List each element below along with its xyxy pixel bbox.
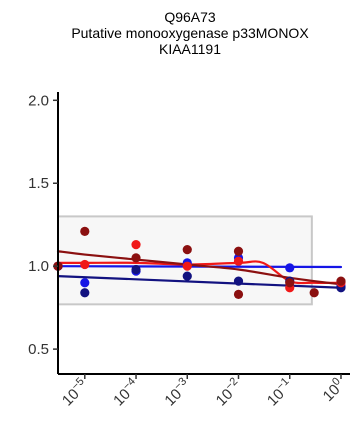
data-point-s4-4 xyxy=(182,244,192,255)
x-tick-label: 10−3 xyxy=(160,375,194,409)
chart-title-line-3: KIAA1191 xyxy=(159,41,221,57)
y-tick-label: 0.5 xyxy=(28,341,49,358)
data-point-s2-4 xyxy=(182,271,192,281)
data-point-s4-5 xyxy=(233,289,244,299)
x-tick-label: 100 xyxy=(318,375,348,405)
data-point-s3-2 xyxy=(80,259,90,270)
data-point-s1-6 xyxy=(285,263,295,273)
data-point-s4-8 xyxy=(309,288,319,298)
data-point-s3-5 xyxy=(233,256,244,266)
chart-title-line-2: Putative monooxygenase p33MONOX xyxy=(71,25,309,41)
x-tick-label: 10−1 xyxy=(262,375,296,409)
chart-title: Q96A73 Putative monooxygenase p33MONOX K… xyxy=(71,9,309,57)
data-point-s4-9 xyxy=(336,276,346,286)
x-tick-label: 10−4 xyxy=(109,375,143,409)
data-point-s3-3 xyxy=(131,240,141,250)
data-point-s4-6 xyxy=(233,246,244,256)
data-point-s4-7 xyxy=(285,278,295,288)
y-tick-label: 1.0 xyxy=(28,258,49,275)
data-point-s1-2 xyxy=(80,278,90,288)
data-point-s2-2 xyxy=(80,288,90,298)
y-tick-label: 1.5 xyxy=(28,175,49,192)
data-point-s3-4 xyxy=(182,261,192,271)
data-point-s4-3 xyxy=(131,253,141,263)
plot-area: 0.5 1.0 1.5 2.0 10−5 10−4 10−3 10−2 10−1 100 xyxy=(28,92,350,410)
data-point-s2-5 xyxy=(233,276,244,286)
x-tick-label: 10−5 xyxy=(58,375,92,409)
x-tick-label: 10−2 xyxy=(211,375,245,409)
data-point-s2-3 xyxy=(131,264,141,275)
chart-title-line-1: Q96A73 xyxy=(164,9,216,25)
y-tick-label: 2.0 xyxy=(28,92,49,109)
data-point-s4-2 xyxy=(80,226,90,236)
